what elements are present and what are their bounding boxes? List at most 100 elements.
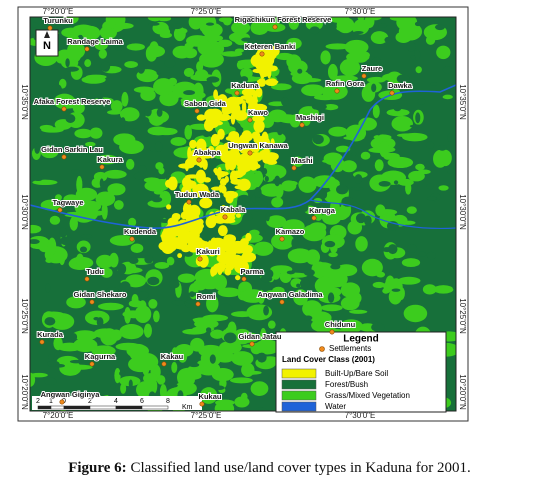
- vegetation-patch: [311, 318, 337, 333]
- forest-patch: [414, 21, 422, 27]
- settlement-label: Sabon Gida: [184, 99, 227, 108]
- top-coordinate: 7°20'0"E: [43, 7, 74, 16]
- north-arrow: N: [35, 29, 59, 57]
- forest-patch: [209, 354, 216, 364]
- settlement-dot: [61, 154, 67, 160]
- forest-patch: [120, 117, 126, 127]
- forest-patch: [447, 169, 456, 174]
- vegetation-patch: [325, 43, 350, 50]
- forest-patch: [255, 407, 268, 411]
- settlement-dot: [84, 276, 90, 282]
- built-up-patch: [217, 114, 231, 121]
- vegetation-patch: [415, 163, 425, 171]
- vegetation-patch: [366, 76, 386, 83]
- settlement-label: Romi: [197, 292, 216, 301]
- vegetation-patch: [340, 282, 361, 298]
- vegetation-patch: [249, 229, 260, 236]
- settlement-label: Kakuri: [196, 247, 219, 256]
- vegetation-patch: [97, 302, 124, 311]
- forest-patch: [312, 103, 327, 111]
- vegetation-patch: [367, 17, 382, 21]
- settlement-dot: [194, 108, 200, 114]
- vegetation-patch: [53, 336, 63, 351]
- vegetation-patch: [217, 287, 241, 298]
- vegetation-patch: [210, 329, 225, 339]
- built-up-patch: [253, 119, 265, 133]
- forest-patch: [384, 36, 393, 44]
- forest-patch: [94, 104, 100, 109]
- vegetation-patch: [107, 183, 126, 196]
- built-up-patch: [225, 158, 230, 171]
- vegetation-patch: [110, 100, 123, 113]
- vegetation-patch: [184, 42, 194, 49]
- vegetation-patch: [30, 372, 48, 378]
- scale-segment: [37, 405, 52, 410]
- forest-patch: [241, 37, 252, 42]
- vegetation-patch: [298, 176, 317, 193]
- legend-swatch: [281, 379, 317, 390]
- vegetation-patch: [159, 384, 167, 400]
- built-up-patch: [166, 204, 172, 210]
- vegetation-patch: [55, 194, 62, 201]
- vegetation-patch: [81, 75, 106, 84]
- vegetation-patch: [96, 254, 114, 269]
- vegetation-patch: [272, 286, 285, 296]
- forest-patch: [242, 213, 253, 221]
- built-up-patch: [255, 87, 263, 98]
- settlement-dot: [89, 361, 95, 367]
- vegetation-patch: [339, 58, 361, 77]
- vegetation-patch: [302, 116, 311, 126]
- forest-patch: [55, 363, 65, 368]
- vegetation-patch: [174, 381, 197, 396]
- vegetation-patch: [370, 31, 389, 45]
- vegetation-patch: [401, 258, 421, 268]
- vegetation-patch: [266, 215, 287, 229]
- vegetation-patch: [218, 340, 242, 354]
- built-up-patch: [189, 139, 197, 149]
- settlement-label: Angwan Galadima: [257, 290, 323, 299]
- forest-patch: [378, 181, 391, 187]
- legend-swatch: [281, 401, 317, 412]
- forest-patch: [183, 251, 193, 257]
- vegetation-patch: [353, 19, 370, 35]
- settlement-label: Kaduna: [231, 81, 259, 90]
- forest-patch: [373, 321, 378, 330]
- forest-patch: [452, 282, 456, 291]
- forest-patch: [206, 327, 212, 333]
- forest-patch: [69, 359, 83, 364]
- built-up-patch: [241, 88, 257, 97]
- vegetation-patch: [84, 59, 92, 68]
- vegetation-patch: [124, 307, 131, 324]
- vegetation-patch: [375, 204, 386, 217]
- vegetation-patch: [129, 343, 147, 356]
- vegetation-patch: [240, 289, 267, 303]
- scale-unit: Km: [182, 404, 193, 411]
- settlement-dot: [329, 329, 335, 335]
- caption-text: Classified land use/land cover types in …: [130, 460, 471, 476]
- vegetation-patch: [357, 17, 365, 21]
- forest-patch: [85, 84, 91, 95]
- settlement-label: Kawo: [248, 108, 268, 117]
- settlement-dot: [195, 301, 201, 307]
- built-up-patch: [264, 138, 271, 149]
- scale-segment: [63, 405, 91, 410]
- vegetation-patch: [333, 75, 358, 82]
- vegetation-patch: [355, 236, 368, 252]
- forest-patch: [430, 82, 439, 86]
- vegetation-patch: [196, 361, 221, 376]
- vegetation-patch: [95, 191, 116, 207]
- forest-patch: [274, 175, 281, 187]
- vegetation-patch: [197, 39, 212, 55]
- vegetation-patch: [215, 399, 235, 406]
- bottom-coordinate: 7°25'0"E: [191, 411, 222, 420]
- forest-patch: [147, 276, 160, 286]
- settlement-label: Gidan Sarkin Lau: [41, 145, 103, 154]
- forest-patch: [393, 180, 399, 185]
- forest-patch: [297, 68, 303, 74]
- caption-label: Figure 6:: [68, 460, 127, 476]
- scale-segment: [141, 405, 169, 410]
- forest-patch: [254, 187, 262, 198]
- settlement-label: Mashigi: [296, 113, 324, 122]
- forest-patch: [447, 133, 453, 143]
- top-coordinate: 7°30'0"E: [345, 7, 376, 16]
